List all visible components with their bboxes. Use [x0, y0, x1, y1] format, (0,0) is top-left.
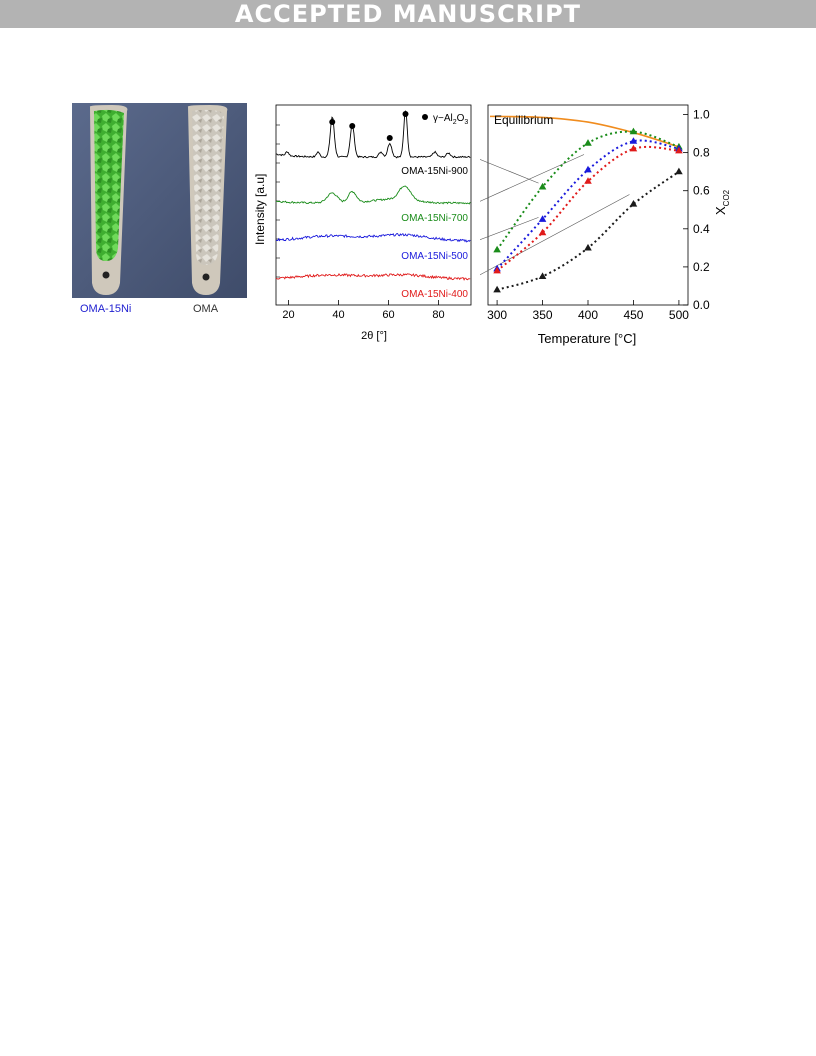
conversion-curve-oma-15ni-500: [496, 139, 680, 270]
conversion-curve-oma-15ni-400: [496, 145, 679, 272]
banner-text: ACCEPTED MANUSCRIPT: [234, 0, 582, 28]
conversion-point-oma-15ni-700: [629, 127, 638, 135]
conversion-point-oma-15ni-900: [584, 243, 592, 251]
xrd-x-tick-label: 60: [382, 309, 394, 321]
conversion-point-oma-15ni-700: [538, 182, 547, 190]
conversion-x-axis-label: Temperature [°C]: [538, 331, 636, 346]
gamma-alumina-peak-marker: [349, 123, 356, 129]
xrd-plot-frame: [275, 104, 472, 306]
gamma-alumina-peak-marker: [329, 119, 336, 125]
conversion-plot-frame: [487, 104, 689, 306]
connector-line: [480, 217, 539, 241]
gamma-alumina-peak-marker: [402, 111, 409, 117]
gamma-alumina-peak-marker: [386, 135, 393, 141]
conversion-x-tick-label: 350: [533, 308, 553, 322]
xrd-curve-oma-15ni-900: [275, 110, 471, 159]
conversion-x-tick-label: 450: [623, 308, 643, 322]
xrd-legend-text: γ−Al2O3: [433, 113, 468, 126]
sample-photograph: [72, 103, 247, 298]
conversion-point-oma-15ni-400: [584, 177, 592, 184]
conversion-chart: 300 350 400 450 500 0.0 0.2 0.4 0.6 0.8 1.0 Equili…: [480, 104, 730, 346]
conversion-point-oma-15ni-400: [629, 144, 638, 152]
photo-label-oma: OMA: [193, 303, 219, 315]
conversion-y-tick-label: 0.0: [693, 298, 710, 312]
equilibrium-label: Equilibrium: [494, 113, 553, 127]
conversion-point-oma-15ni-400: [538, 228, 547, 236]
conversion-point-oma-15ni-500: [584, 165, 592, 173]
xrd-series-label-900: OMA-15Ni-900: [401, 166, 468, 177]
connector-line: [480, 154, 585, 202]
xrd-series-label-700: OMA-15Ni-700: [401, 213, 468, 224]
xrd-x-axis-label: 2θ [°]: [361, 330, 387, 342]
conversion-point-oma-15ni-900: [493, 285, 501, 293]
conversion-point-oma-15ni-400: [675, 146, 683, 154]
equilibrium-curve: [489, 115, 680, 148]
conversion-point-oma-15ni-900: [675, 167, 683, 175]
connector-line: [480, 194, 630, 276]
xrd-legend: γ−Al2O3: [422, 113, 468, 126]
conversion-point-oma-15ni-500: [538, 215, 547, 222]
conversion-x-tick-label: 400: [578, 308, 598, 322]
conversion-x-tick-label: 500: [669, 308, 689, 322]
xrd-y-axis-label: Intensity [a.u]: [253, 174, 267, 245]
conversion-curve-oma-15ni-900: [496, 170, 680, 291]
connector-line: [480, 159, 539, 184]
conversion-point-oma-15ni-700: [493, 245, 501, 253]
xrd-legend-marker: [422, 114, 428, 120]
accepted-manuscript-banner: ACCEPTED MANUSCRIPT: [0, 0, 816, 28]
conversion-point-oma-15ni-400: [493, 266, 501, 274]
xrd-curve-oma-15ni-400: [275, 273, 471, 281]
conversion-y-axis-label: XCO2: [713, 189, 730, 215]
conversion-point-oma-15ni-700: [584, 139, 592, 146]
conversion-x-tick-label: 300: [487, 308, 507, 322]
xrd-series-label-500: OMA-15Ni-500: [401, 251, 468, 262]
conversion-y-tick-label: 0.4: [693, 222, 710, 236]
conversion-point-oma-15ni-500: [629, 137, 638, 144]
photo-label-oma-15ni: OMA-15Ni: [80, 303, 132, 315]
xrd-curve-oma-15ni-500: [275, 233, 471, 243]
conversion-point-oma-15ni-900: [629, 200, 638, 207]
xrd-x-tick-label: 40: [332, 309, 344, 321]
conversion-y-tick-label: 0.6: [693, 184, 710, 198]
xrd-x-tick-label: 80: [432, 309, 444, 321]
xrd-chart: Intensity [a.u] 2θ [°] 20 40 60 80 γ−Al2O3 …: [253, 104, 472, 342]
conversion-point-oma-15ni-900: [538, 272, 547, 280]
conversion-y-tick-label: 1.0: [693, 108, 710, 122]
xrd-curve-oma-15ni-700: [275, 185, 471, 205]
xrd-series-label-400: OMA-15Ni-400: [401, 289, 468, 300]
conversion-y-tick-label: 0.2: [693, 260, 710, 274]
conversion-y-tick-label: 0.8: [693, 146, 710, 160]
xrd-x-tick-label: 20: [282, 309, 294, 321]
